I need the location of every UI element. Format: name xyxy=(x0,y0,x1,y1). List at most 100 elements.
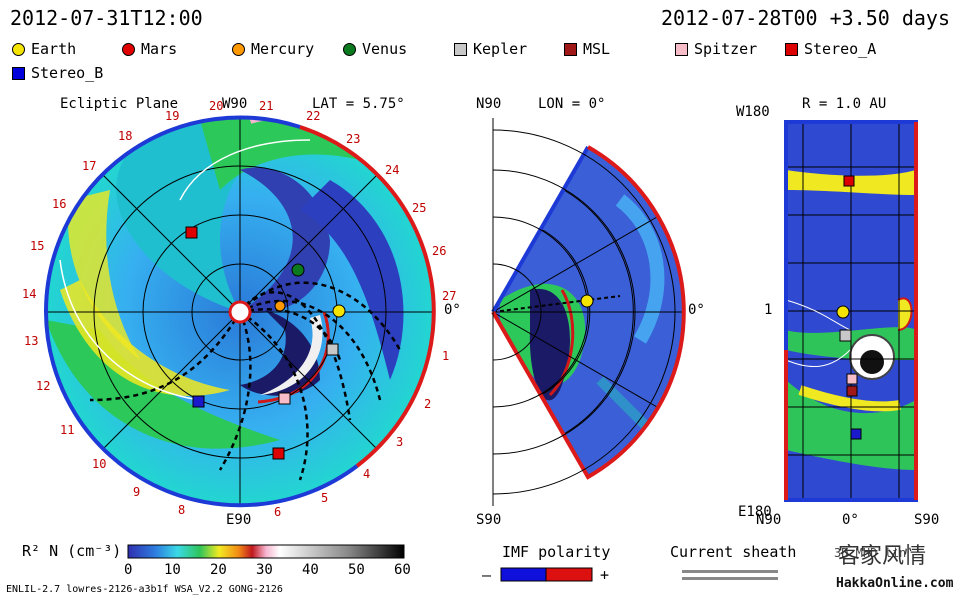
svg-text:6: 6 xyxy=(274,505,281,519)
meridional-right-label: 0° xyxy=(688,302,705,318)
imf-polarity-label: IMF polarity xyxy=(502,543,611,561)
spitzer-rmap-icon xyxy=(846,373,858,385)
svg-text:16: 16 xyxy=(52,197,66,211)
svg-text:14: 14 xyxy=(22,287,36,301)
mercury-marker-icon xyxy=(232,42,245,56)
svg-text:17: 17 xyxy=(82,159,96,173)
ecliptic-plane-panel: 19 20 21 22 23 24 25 26 27 1 2 3 4 5 6 8… xyxy=(22,99,456,519)
legend-stereo-a: Stereo_A xyxy=(785,40,876,58)
svg-text:21: 21 xyxy=(259,99,273,113)
svg-text:9: 9 xyxy=(133,485,140,499)
watermark-url: HakkaOnline.com xyxy=(836,576,954,591)
spitzer-position-icon xyxy=(278,392,291,405)
svg-text:8: 8 xyxy=(178,503,185,517)
venus-position-icon xyxy=(291,263,305,277)
rmap-bottom-left-label: E180 xyxy=(738,504,772,520)
ecliptic-tick-labels: 19 20 21 22 23 24 25 26 27 1 2 3 4 5 6 8… xyxy=(22,99,456,519)
svg-text:19: 19 xyxy=(165,109,179,123)
svg-text:11: 11 xyxy=(60,423,74,437)
mars-marker-icon xyxy=(122,42,135,56)
ecliptic-bottom-label: E90 xyxy=(226,512,252,528)
ecliptic-right-label: 0° xyxy=(444,302,461,318)
rmap-top-left-label: W180 xyxy=(736,104,770,120)
current-sheath-label: Current sheath xyxy=(670,543,797,561)
earth-marker-icon xyxy=(12,42,25,56)
stereo-a-rmap-icon xyxy=(843,175,855,187)
earth-position-icon xyxy=(332,304,346,318)
meridional-lon-label: LON = 0° xyxy=(538,96,606,112)
stereo-b-position-icon xyxy=(192,395,205,408)
legend-earth: Earth xyxy=(12,40,76,58)
legend-venus: Venus xyxy=(343,40,407,58)
svg-text:10: 10 xyxy=(92,457,106,471)
meridional-top-label: N90 xyxy=(476,96,502,112)
kepler-marker-icon xyxy=(454,42,467,56)
legend-msl: MSL xyxy=(564,40,610,58)
svg-text:20: 20 xyxy=(209,99,223,113)
stereo-b-rmap-icon xyxy=(850,428,862,440)
svg-text:1: 1 xyxy=(442,349,449,363)
rmap-x-label-0: 0° xyxy=(842,512,859,528)
ecliptic-top-label: W90 xyxy=(222,96,248,112)
colorbar-tick-20: 20 xyxy=(210,562,227,578)
rmap-mid-left-label: 1 xyxy=(764,302,773,318)
rmap-panel xyxy=(784,120,918,502)
meridional-plane-panel xyxy=(491,118,686,506)
earth-meridional-icon xyxy=(580,294,594,308)
ecliptic-title: Ecliptic Plane xyxy=(60,96,179,112)
venus-marker-icon xyxy=(343,42,356,56)
overlay-fragment: 3D MHD lin xyxy=(834,546,907,560)
density-colorbar xyxy=(127,544,405,559)
mars-position-icon xyxy=(185,226,198,239)
svg-text:4: 4 xyxy=(363,467,370,481)
imf-minus-label: – xyxy=(482,566,492,584)
msl-rmap-icon xyxy=(846,385,858,397)
imf-plus-label: + xyxy=(600,566,610,584)
meridional-bottom-label: S90 xyxy=(476,512,502,528)
svg-text:5: 5 xyxy=(321,491,328,505)
forecast-timestamp: 2012-07-28T00 +3.50 days xyxy=(661,6,950,30)
legend-mercury: Mercury xyxy=(232,40,314,58)
kepler-rmap-icon xyxy=(839,329,852,342)
stereo-b-marker-icon xyxy=(12,66,25,80)
colorbar-tick-30: 30 xyxy=(256,562,273,578)
legend-kepler: Kepler xyxy=(454,40,527,58)
svg-text:15: 15 xyxy=(30,239,44,253)
mercury-position-icon xyxy=(274,300,286,312)
svg-text:22: 22 xyxy=(306,109,320,123)
kepler-position-icon xyxy=(326,343,339,356)
spitzer-marker-icon xyxy=(675,42,688,56)
colorbar-label: R² N (cm⁻³) xyxy=(22,542,122,560)
colorbar-tick-50: 50 xyxy=(348,562,365,578)
legend-stereo-b: Stereo_B xyxy=(12,64,103,82)
msl-marker-icon xyxy=(564,42,577,56)
run-timestamp: 2012-07-31T12:00 xyxy=(10,6,203,30)
sun-icon xyxy=(228,300,252,324)
colorbar-tick-60: 60 xyxy=(394,562,411,578)
colorbar-tick-0: 0 xyxy=(124,562,133,578)
rmap-title: R = 1.0 AU xyxy=(802,96,887,112)
svg-text:13: 13 xyxy=(24,334,38,348)
svg-text:18: 18 xyxy=(118,129,132,143)
watermark-chinese: 客家风情 xyxy=(838,544,927,569)
svg-text:3: 3 xyxy=(396,435,403,449)
svg-text:23: 23 xyxy=(346,132,360,146)
rmap-x-label-n90: N90 xyxy=(756,512,782,528)
svg-text:2: 2 xyxy=(424,397,431,411)
svg-text:25: 25 xyxy=(412,201,426,215)
current-sheath-swatch xyxy=(682,570,778,580)
legend-spitzer: Spitzer xyxy=(675,40,757,58)
svg-text:27: 27 xyxy=(442,289,456,303)
ecliptic-lat-label: LAT = 5.75° xyxy=(312,96,405,112)
colorbar-tick-40: 40 xyxy=(302,562,319,578)
earth-rmap-icon xyxy=(836,305,850,319)
svg-text:24: 24 xyxy=(385,163,399,177)
msl-position-icon xyxy=(272,447,285,460)
model-version: ENLIL-2.7 lowres-2126-a3b1f WSA_V2.2 GON… xyxy=(6,584,283,595)
imf-polarity-bar xyxy=(500,567,593,582)
legend-mars: Mars xyxy=(122,40,177,58)
svg-text:26: 26 xyxy=(432,244,446,258)
rmap-x-label-s90: S90 xyxy=(914,512,940,528)
svg-text:12: 12 xyxy=(36,379,50,393)
